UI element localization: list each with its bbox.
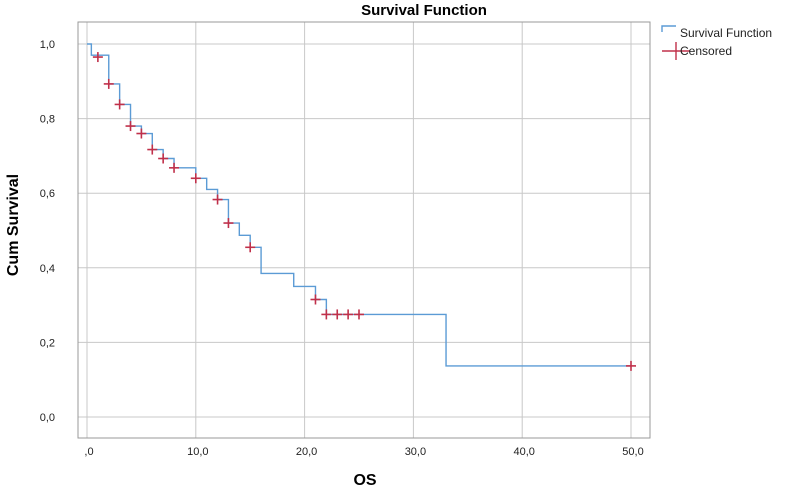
censored-marker — [343, 309, 354, 320]
y-tick-label: 0,0 — [40, 412, 55, 424]
legend: Survival Function Censored — [661, 25, 772, 60]
censored-markers — [92, 52, 636, 371]
censored-marker — [212, 194, 223, 205]
censored-marker — [169, 162, 180, 173]
censored-marker — [245, 242, 256, 253]
y-tick-labels: 0,0 0,2 0,4 0,6 0,8 1,0 — [40, 39, 55, 424]
chart-title: Survival Function — [361, 2, 487, 19]
y-tick-label: 0,4 — [40, 263, 55, 275]
censored-marker — [190, 173, 201, 184]
censored-marker — [332, 309, 343, 320]
censored-marker — [103, 78, 114, 89]
legend-item-survival-function: Survival Function — [661, 25, 772, 40]
censored-marker — [223, 218, 234, 229]
x-tick-label: 50,0 — [622, 446, 643, 458]
grid-lines — [78, 22, 650, 438]
x-tick-label: 20,0 — [296, 446, 317, 458]
censored-marker — [125, 121, 136, 132]
censored-marker — [136, 128, 147, 139]
censored-marker — [114, 99, 125, 110]
legend-item-censored: Censored — [662, 42, 732, 60]
censored-marker — [354, 309, 364, 320]
x-tick-labels: ,0 10,0 20,0 30,0 40,0 50,0 — [84, 446, 643, 458]
censored-marker — [321, 309, 332, 320]
y-tick-label: 0,8 — [40, 114, 55, 126]
plot-frame — [77, 21, 651, 439]
survival-series — [87, 43, 631, 367]
x-axis-label: OS — [353, 472, 376, 489]
y-tick-label: 1,0 — [40, 39, 55, 51]
x-tick-label: 40,0 — [513, 446, 534, 458]
y-axis-label: Cum Survival — [5, 174, 22, 276]
censored-marker — [92, 52, 103, 63]
censored-marker — [626, 360, 636, 371]
x-tick-label: 30,0 — [405, 446, 426, 458]
legend-label-survival-function: Survival Function — [680, 26, 772, 40]
survival-step-line — [87, 43, 631, 367]
x-tick-label: 10,0 — [187, 446, 208, 458]
censored-marker — [147, 144, 158, 155]
censored-marker — [158, 153, 169, 164]
x-tick-label: ,0 — [84, 446, 93, 458]
legend-swatch-step — [661, 25, 676, 32]
censored-marker — [310, 294, 321, 305]
y-tick-label: 0,2 — [40, 337, 55, 349]
y-tick-label: 0,6 — [40, 188, 55, 200]
legend-label-censored: Censored — [680, 44, 732, 58]
